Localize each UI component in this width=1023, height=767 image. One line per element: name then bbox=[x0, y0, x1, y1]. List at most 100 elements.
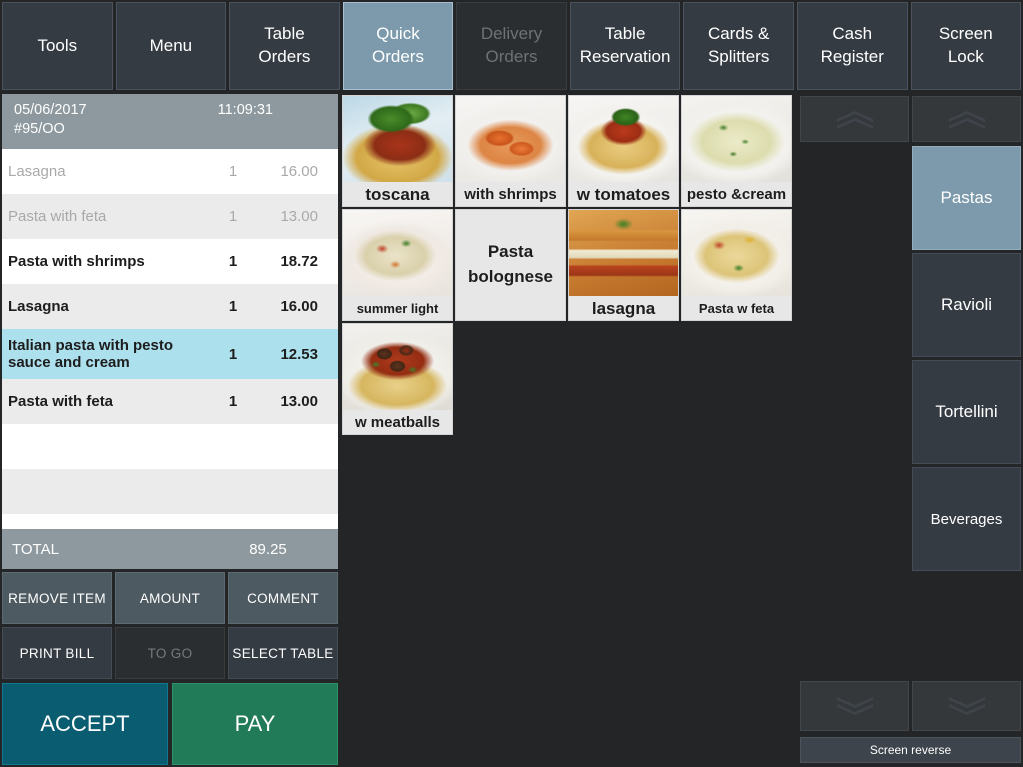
nav-tab-tools[interactable]: Tools bbox=[2, 2, 113, 90]
amount-button[interactable]: AMOUNT bbox=[115, 572, 225, 624]
nav-tab-screen-lock[interactable]: Screen Lock bbox=[910, 2, 1022, 90]
remove-item-button[interactable]: REMOVE ITEM bbox=[2, 572, 112, 624]
order-line-qty: 1 bbox=[228, 208, 238, 225]
product-label: summer light bbox=[343, 296, 452, 320]
product-label: w meatballs bbox=[343, 410, 452, 434]
order-header: 05/06/2017 #95/OO 11:09:31 bbox=[2, 94, 338, 149]
order-line-amount: 16.00 bbox=[280, 298, 318, 315]
product-image bbox=[569, 210, 678, 298]
order-line-name: Italian pasta with pesto sauce and cream bbox=[8, 336, 174, 371]
category-button-beverages[interactable]: Beverages bbox=[912, 467, 1021, 571]
action-button-row-1: REMOVE ITEM AMOUNT COMMENT bbox=[2, 572, 338, 624]
nav-tab-cards-splitters[interactable]: Cards & Splitters bbox=[683, 2, 794, 90]
order-line-item[interactable]: Lasagna 1 16.00 bbox=[2, 284, 338, 329]
category-button-ravioli[interactable]: Ravioli bbox=[912, 253, 1021, 357]
scroll-up-button-row bbox=[800, 96, 1021, 142]
category-button-column: Pastas Ravioli Tortellini Beverages bbox=[912, 146, 1021, 571]
product-label: Pasta w feta bbox=[682, 296, 791, 320]
comment-button[interactable]: COMMENT bbox=[228, 572, 338, 624]
nav-tab-table-reservation[interactable]: Table Reservation bbox=[569, 2, 681, 90]
order-line-item[interactable]: Lasagna 1 16.00 bbox=[2, 149, 338, 194]
nav-tab-delivery-orders: Delivery Orders bbox=[456, 2, 567, 90]
product-image bbox=[343, 210, 452, 298]
product-tile[interactable]: pesto &cream bbox=[681, 95, 792, 207]
order-date: 05/06/2017 bbox=[14, 102, 87, 118]
order-line-name: Pasta with shrimps bbox=[8, 252, 145, 270]
order-line-qty: 1 bbox=[228, 163, 238, 180]
order-line-item[interactable]: Pasta with feta 1 13.00 bbox=[2, 379, 338, 424]
scroll-up-categories-button[interactable] bbox=[912, 96, 1021, 142]
scroll-down-products-button[interactable] bbox=[800, 681, 909, 731]
order-line-amount: 16.00 bbox=[280, 163, 318, 180]
product-tile[interactable]: with shrimps bbox=[455, 95, 566, 207]
order-line-amount: 12.53 bbox=[280, 345, 318, 363]
category-button-pastas[interactable]: Pastas bbox=[912, 146, 1021, 250]
order-number: #95/OO bbox=[14, 121, 65, 137]
order-line-qty: 1 bbox=[228, 253, 238, 270]
select-table-button[interactable]: SELECT TABLE bbox=[228, 627, 338, 679]
order-line-amount: 18.72 bbox=[280, 253, 318, 270]
product-tile[interactable]: toscana bbox=[342, 95, 453, 207]
nav-tab-menu[interactable]: Menu bbox=[115, 2, 227, 90]
final-button-row: ACCEPT PAY bbox=[2, 683, 338, 765]
total-label: TOTAL bbox=[12, 540, 59, 558]
product-image bbox=[569, 96, 678, 184]
pay-button[interactable]: PAY bbox=[172, 683, 338, 765]
nav-tab-quick-orders[interactable]: Quick Orders bbox=[342, 2, 454, 90]
product-label: with shrimps bbox=[456, 182, 565, 206]
order-line-item[interactable]: Italian pasta with pesto sauce and cream… bbox=[2, 329, 338, 379]
order-line-qty: 1 bbox=[228, 393, 238, 410]
order-line-name: Lasagna bbox=[8, 162, 66, 180]
print-bill-button[interactable]: PRINT BILL bbox=[2, 627, 112, 679]
to-go-button: TO GO bbox=[115, 627, 225, 679]
chevron-up-icon bbox=[836, 111, 873, 129]
accept-button[interactable]: ACCEPT bbox=[2, 683, 168, 765]
order-panel: 05/06/2017 #95/OO 11:09:31 Lasagna 1 16.00… bbox=[2, 94, 338, 765]
nav-tab-cash-register[interactable]: Cash Register bbox=[796, 2, 908, 90]
action-button-row-2: PRINT BILL TO GO SELECT TABLE bbox=[2, 627, 338, 679]
product-tile[interactable]: Pasta w feta bbox=[681, 209, 792, 321]
product-label: Pasta bolognese bbox=[456, 210, 565, 320]
top-navigation-bar: Tools Menu Table Orders Quick Orders Delivery O… bbox=[0, 0, 1023, 90]
screen-reverse-button[interactable]: Screen reverse bbox=[800, 737, 1021, 763]
order-line-list[interactable]: Lasagna 1 16.00 Pasta with feta 1 13.00 Pasta … bbox=[2, 149, 338, 529]
product-image bbox=[343, 96, 452, 184]
product-label: pesto &cream bbox=[682, 182, 791, 206]
order-time: 11:09:31 bbox=[217, 102, 273, 118]
product-image bbox=[682, 96, 791, 184]
order-line-name: Pasta with feta bbox=[8, 207, 107, 225]
scroll-down-categories-button[interactable] bbox=[912, 681, 1021, 731]
scroll-down-button-row bbox=[800, 681, 1021, 731]
total-value: 89.25 bbox=[249, 540, 287, 558]
order-line-amount: 13.00 bbox=[280, 208, 318, 225]
scroll-up-products-button[interactable] bbox=[800, 96, 909, 142]
product-tile[interactable]: Pasta bolognese bbox=[455, 209, 566, 321]
product-image bbox=[343, 324, 452, 412]
category-button-tortellini[interactable]: Tortellini bbox=[912, 360, 1021, 464]
product-label: lasagna bbox=[569, 296, 678, 320]
order-line-name: Lasagna bbox=[8, 297, 69, 315]
chevron-down-icon bbox=[836, 697, 873, 715]
product-tile[interactable]: lasagna bbox=[568, 209, 679, 321]
chevron-up-icon bbox=[948, 111, 985, 129]
order-line-empty bbox=[2, 469, 338, 514]
product-image bbox=[456, 96, 565, 184]
order-line-item[interactable]: Pasta with shrimps 1 18.72 bbox=[2, 239, 338, 284]
order-line-amount: 13.00 bbox=[280, 393, 318, 410]
chevron-down-icon bbox=[948, 697, 985, 715]
order-line-item[interactable]: Pasta with feta 1 13.00 bbox=[2, 194, 338, 239]
order-line-name: Pasta with feta bbox=[8, 392, 114, 410]
order-line-qty: 1 bbox=[228, 345, 238, 363]
product-tile-grid: toscana with shrimps w tomatoes pesto &crea… bbox=[342, 95, 794, 435]
order-line-qty: 1 bbox=[228, 298, 238, 315]
order-total-bar: TOTAL 89.25 bbox=[2, 529, 338, 569]
order-line-empty bbox=[2, 424, 338, 469]
product-tile[interactable]: w tomatoes bbox=[568, 95, 679, 207]
product-label: toscana bbox=[343, 182, 452, 206]
product-tile[interactable]: summer light bbox=[342, 209, 453, 321]
product-image bbox=[682, 210, 791, 298]
product-tile[interactable]: w meatballs bbox=[342, 323, 453, 435]
nav-tab-table-orders[interactable]: Table Orders bbox=[229, 2, 340, 90]
product-label: w tomatoes bbox=[569, 182, 678, 206]
